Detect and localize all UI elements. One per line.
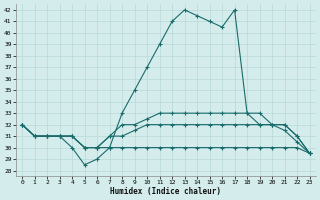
X-axis label: Humidex (Indice chaleur): Humidex (Indice chaleur) <box>110 187 221 196</box>
